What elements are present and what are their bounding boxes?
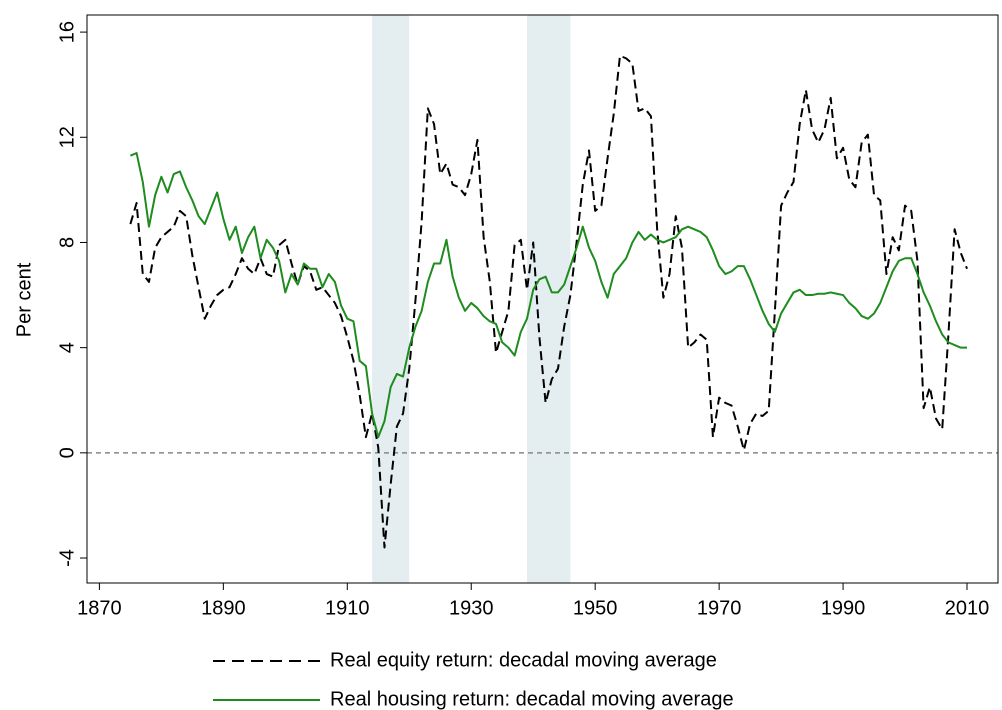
x-tick-label: 1990 [821, 597, 866, 619]
x-tick-label: 1950 [573, 597, 618, 619]
data-line [129, 54, 968, 549]
y-tick-label: -4 [56, 549, 78, 567]
x-tick-label: 1870 [77, 597, 122, 619]
plot-frame [86, 14, 999, 584]
x-tick-label: 2010 [945, 597, 990, 619]
legend-label: Real housing return: decadal moving aver… [330, 688, 734, 710]
x-tick-label: 1970 [697, 597, 742, 619]
x-tick-label: 1890 [201, 597, 246, 619]
shaded-period [372, 15, 410, 583]
y-tick-label: 12 [56, 126, 78, 148]
y-tick-label: 4 [56, 342, 78, 353]
y-tick-label: 8 [56, 237, 78, 248]
legend-label: Real equity return: decadal moving avera… [330, 649, 717, 671]
data-line [129, 152, 968, 439]
x-tick-label: 1930 [449, 597, 494, 619]
y-tick-label: 0 [56, 447, 78, 458]
y-tick-label: 16 [56, 21, 78, 43]
shaded-period [527, 15, 571, 583]
y-axis-label: Per cent [13, 262, 35, 337]
x-tick-label: 1910 [325, 597, 370, 619]
